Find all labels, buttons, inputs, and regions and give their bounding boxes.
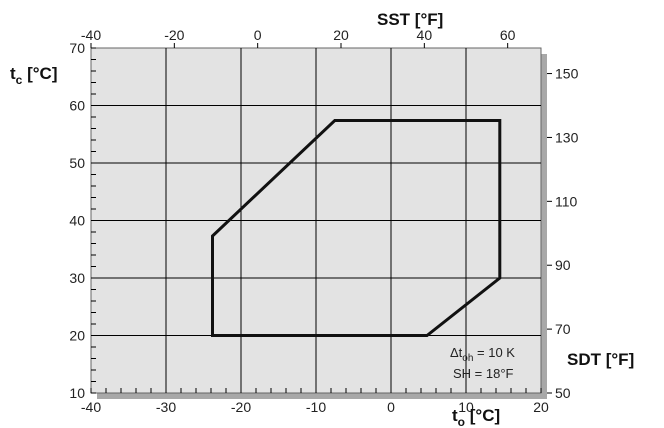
x2-tick-labels: -40 -20 0 20 40 60: [81, 27, 516, 48]
x2-tick-label: 20: [333, 27, 349, 43]
y-tick-label: 50: [69, 155, 85, 171]
x-tick-label: -30: [156, 399, 176, 415]
x-tick-label: -40: [81, 399, 101, 415]
y2-tick-label: 90: [555, 257, 571, 273]
annotation-delta-t: Δtoh = 10 K: [450, 345, 515, 364]
y2-axis-title: SDT [°F]: [567, 350, 634, 369]
x-tick-labels: -40 -30 -20 -10 0 10 20: [81, 399, 549, 415]
x2-tick-label: -40: [81, 27, 101, 43]
x-axis-title-sub: o: [458, 415, 465, 428]
y-tick-label: 10: [69, 385, 85, 401]
x-tick-label: -10: [306, 399, 326, 415]
y-axis-title-sub: c: [16, 73, 23, 87]
y-tick-label: 70: [69, 40, 85, 56]
y-tick-label: 30: [69, 270, 85, 286]
x2-tick-label: 60: [500, 27, 516, 43]
y2-tick-label: 130: [555, 129, 579, 145]
y2-tick-label: 50: [555, 385, 571, 401]
y2-tick-labels: 50 70 90 110 130 150: [547, 66, 579, 401]
x2-tick-label: 0: [254, 27, 262, 43]
annotation-superheat: SH = 18°F: [453, 366, 514, 381]
y2-tick-label: 70: [555, 321, 571, 337]
minor-ticks: [90, 47, 542, 394]
y-axis-title: tc [°C]: [10, 64, 57, 87]
x-tick-label: 0: [387, 399, 395, 415]
x-tick-label: 10: [458, 399, 474, 415]
y-tick-label: 20: [69, 328, 85, 344]
y-tick-label: 60: [69, 98, 85, 114]
y2-tick-label: 110: [555, 193, 578, 209]
x2-tick-label: 40: [417, 27, 433, 43]
x2-tick-label: -20: [164, 27, 184, 43]
x-axis-title: to [°C]: [452, 406, 500, 428]
y2-tick-label: 150: [555, 66, 579, 82]
y-tick-labels: 10 20 30 40 50 60 70: [69, 40, 85, 401]
operating-envelope: [211, 119, 502, 337]
annotation-sub: oh: [462, 353, 473, 364]
x-tick-label: -20: [231, 399, 251, 415]
y-tick-label: 40: [69, 213, 85, 229]
x-tick-label: 20: [533, 399, 549, 415]
x2-axis-title: SST [°F]: [377, 10, 443, 29]
